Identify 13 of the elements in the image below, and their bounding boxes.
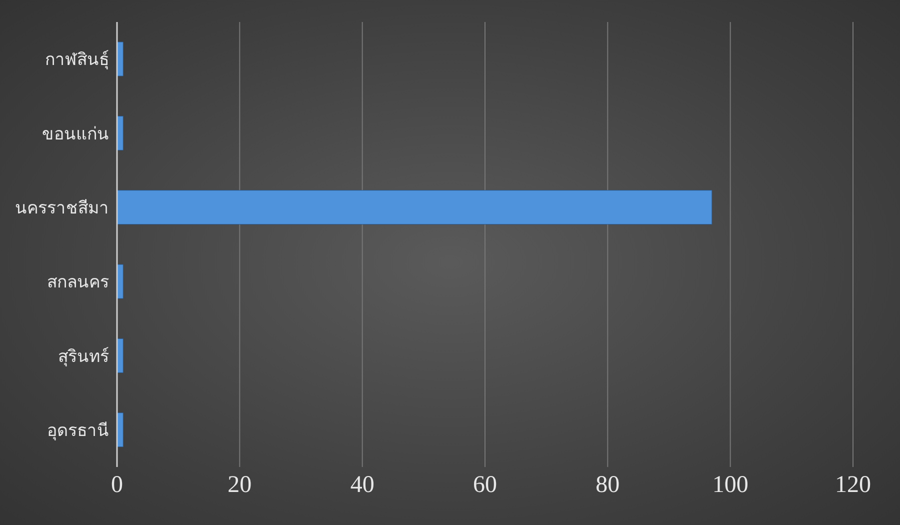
x-tick-label: 80 [596, 472, 620, 498]
x-tick-label: 100 [712, 472, 748, 498]
x-tick-label: 120 [835, 472, 871, 498]
y-tick-label: กาฬสินธุ์ [45, 50, 109, 70]
y-tick-label: สกลนคร [47, 272, 109, 293]
y-tick-label: ขอนแก่น [42, 124, 109, 144]
x-tick-label: 60 [473, 472, 497, 498]
y-tick-label: นครราชสีมา [15, 198, 109, 218]
x-tick-label: 20 [228, 472, 252, 498]
x-tick-label: 40 [350, 472, 374, 498]
y-tick-label: อุดรธานี [47, 420, 109, 441]
x-tick-label: 0 [111, 472, 123, 498]
y-tick-label: สุรินทร์ [58, 346, 109, 367]
